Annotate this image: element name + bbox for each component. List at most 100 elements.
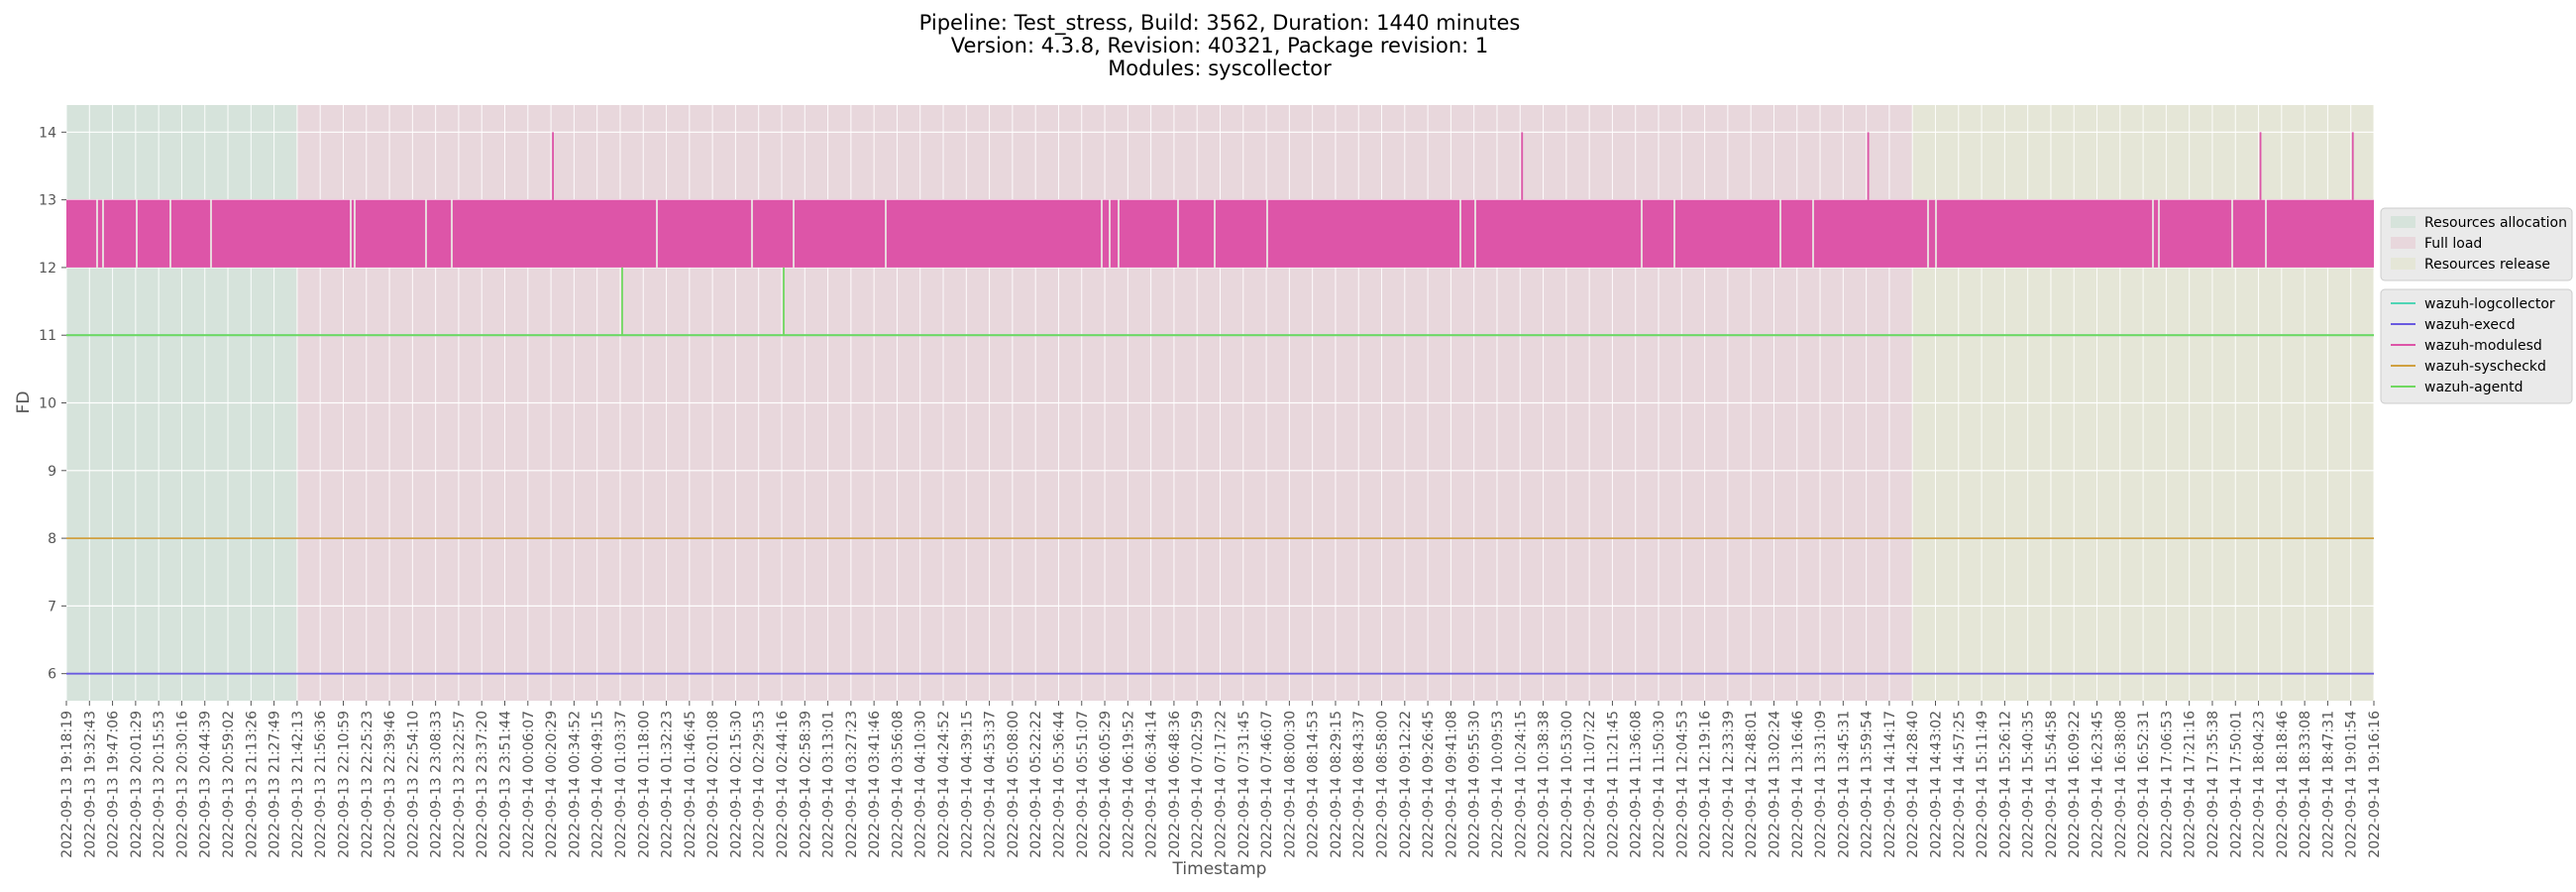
legend-entry: Full load: [2424, 236, 2482, 252]
x-tick-label: 2022-09-14 07:17:22: [1214, 711, 1230, 858]
x-tick-label: 2022-09-14 11:07:22: [1582, 711, 1598, 858]
x-tick-label: 2022-09-13 20:30:16: [174, 711, 190, 858]
x-tick-label: 2022-09-14 06:05:29: [1098, 711, 1114, 858]
x-tick-label: 2022-09-13 20:01:29: [129, 711, 145, 858]
x-tick-label: 2022-09-14 13:16:46: [1790, 711, 1806, 858]
y-tick-label: 11: [39, 328, 56, 344]
x-tick-label: 2022-09-14 08:14:53: [1306, 711, 1322, 858]
series-lines: [66, 132, 2374, 675]
x-axis-label: Timestamp: [1172, 859, 1267, 879]
x-tick-label: 2022-09-14 18:04:23: [2252, 711, 2268, 858]
chart-title-line-1: Pipeline: Test_stress, Build: 3562, Dura…: [919, 11, 1521, 36]
x-tick-label: 2022-09-13 23:51:44: [498, 711, 514, 858]
series-modulesd-gap: [1109, 199, 1111, 268]
x-tick-label: 2022-09-14 01:03:37: [613, 711, 629, 858]
y-tick-labels: 6 7 8 9 10 11 12 13 14: [39, 125, 66, 683]
series-modulesd-gap: [1812, 199, 1814, 268]
x-tick-label: 2022-09-14 13:45:31: [1836, 711, 1852, 858]
chart-title-line-3: Modules: syscollector: [1108, 56, 1332, 80]
x-tick-label: 2022-09-14 10:53:00: [1559, 711, 1575, 858]
y-tick-label: 6: [48, 667, 56, 683]
legend-phases-frame: [2380, 207, 2573, 281]
x-tick-label: 2022-09-14 05:22:22: [1028, 711, 1044, 858]
x-tick-label: 2022-09-14 08:00:30: [1282, 711, 1298, 858]
x-tick-label: 2022-09-14 09:12:22: [1398, 711, 1414, 858]
x-tick-label: 2022-09-13 22:39:46: [382, 711, 398, 858]
legend-entry: Resources release: [2424, 257, 2550, 273]
series-modulesd-gap: [1214, 199, 1216, 268]
series-modulesd-gap: [656, 199, 658, 268]
x-tick-label: 2022-09-13 21:27:49: [268, 711, 283, 858]
y-tick-label: 7: [48, 599, 56, 614]
series-modulesd-gap: [751, 199, 753, 268]
x-tick-label: 2022-09-14 08:58:00: [1375, 711, 1391, 858]
y-axis-label: FD: [14, 391, 34, 414]
x-tick-label: 2022-09-14 09:41:08: [1444, 711, 1459, 858]
x-tick-label: 2022-09-13 19:18:19: [59, 711, 75, 858]
x-tick-label: 2022-09-14 10:38:38: [1537, 711, 1553, 858]
x-tick-label: 2022-09-14 00:34:52: [567, 711, 583, 858]
series-modulesd-gap: [1641, 199, 1643, 268]
x-tick-label: 2022-09-14 15:26:12: [1997, 711, 2013, 858]
series-modulesd-gap: [2265, 199, 2267, 268]
y-tick-label: 8: [48, 531, 56, 547]
series-modulesd-gap: [1474, 199, 1476, 268]
x-tick-label: 2022-09-14 16:52:31: [2136, 711, 2152, 858]
x-tick-label: 2022-09-13 20:15:53: [152, 711, 167, 858]
x-tick-label: 2022-09-14 05:36:44: [1051, 711, 1067, 858]
x-tick-label: 2022-09-14 07:02:59: [1190, 711, 1206, 858]
x-tick-label: 2022-09-14 04:24:52: [936, 711, 952, 858]
x-tick-label: 2022-09-14 16:23:45: [2091, 711, 2106, 858]
phase-legend: Resources allocation Full load Resources r…: [2380, 207, 2573, 281]
series-modulesd-gap: [102, 199, 104, 268]
x-tick-label: 2022-09-13 21:13:26: [244, 711, 260, 858]
y-tick-label: 12: [39, 261, 56, 277]
x-tick-label: 2022-09-14 04:39:15: [959, 711, 975, 858]
series-modulesd-gap: [451, 199, 453, 268]
series-modulesd-gap: [793, 199, 795, 268]
legend-swatch: [2391, 258, 2415, 270]
x-tick-label: 2022-09-14 02:58:39: [798, 711, 813, 858]
legend-series-frame: [2380, 288, 2573, 404]
x-tick-label: 2022-09-14 12:19:16: [1698, 711, 1714, 858]
x-tick-label: 2022-09-14 03:41:46: [867, 711, 883, 858]
legend-entry: wazuh-execd: [2424, 317, 2516, 333]
series-modulesd-gap: [136, 199, 138, 268]
series-modulesd-gap: [210, 199, 212, 268]
x-tick-label: 2022-09-13 19:47:06: [106, 711, 122, 858]
series-modulesd-gap: [425, 199, 427, 268]
x-tick-label: 2022-09-14 04:10:30: [913, 711, 929, 858]
legend-entry: Resources allocation: [2424, 215, 2567, 231]
x-tick-label: 2022-09-13 21:56:36: [313, 711, 329, 858]
series-modulesd-gap: [354, 199, 356, 268]
series-modulesd-gap: [169, 199, 171, 268]
x-tick-label: 2022-09-14 15:54:58: [2044, 711, 2060, 858]
x-tick-label: 2022-09-14 16:38:08: [2113, 711, 2129, 858]
x-tick-label: 2022-09-14 02:01:08: [705, 711, 721, 858]
x-tick-label: 2022-09-14 11:21:45: [1605, 711, 1621, 858]
x-tick-label: 2022-09-14 17:21:16: [2183, 711, 2199, 858]
series-modulesd-gap: [96, 199, 98, 268]
x-tick-label: 2022-09-14 17:35:38: [2205, 711, 2221, 858]
x-tick-label: 2022-09-14 05:51:07: [1075, 711, 1091, 858]
series-modulesd-gap: [1673, 199, 1675, 268]
x-tick-label: 2022-09-14 13:02:24: [1767, 711, 1782, 858]
series-modulesd-band: [66, 199, 2374, 268]
x-tick-label: 2022-09-13 19:32:43: [82, 711, 98, 858]
x-tick-label: 2022-09-13 22:25:23: [360, 711, 376, 858]
x-tick-label: 2022-09-14 12:33:39: [1721, 711, 1737, 858]
x-tick-label: 2022-09-14 02:15:30: [728, 711, 744, 858]
x-tick-label: 2022-09-14 06:34:14: [1144, 711, 1160, 858]
x-tick-label: 2022-09-14 11:50:30: [1652, 711, 1667, 858]
x-tick-label: 2022-09-14 14:14:17: [1882, 711, 1898, 858]
x-tick-label: 2022-09-14 00:49:15: [590, 711, 606, 858]
x-tick-label: 2022-09-13 23:08:33: [429, 711, 445, 858]
x-tick-label: 2022-09-14 18:33:08: [2298, 711, 2313, 858]
series-modulesd-gap: [1118, 199, 1120, 268]
series-modulesd-gap: [2158, 199, 2160, 268]
chart-title: Pipeline: Test_stress, Build: 3562, Dura…: [919, 11, 1521, 80]
x-tick-label: 2022-09-14 17:06:53: [2159, 711, 2175, 858]
x-tick-label: 2022-09-14 08:29:15: [1329, 711, 1344, 858]
series-modulesd-gap: [1935, 199, 1937, 268]
